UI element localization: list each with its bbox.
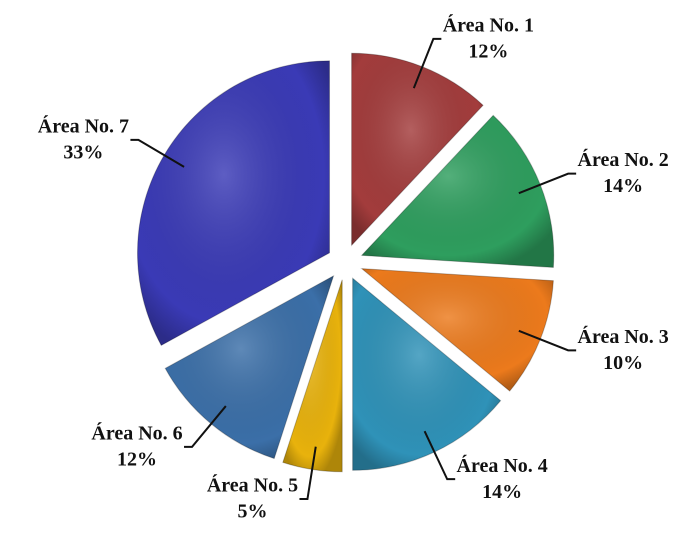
leader-line xyxy=(423,430,456,481)
slice-shade xyxy=(361,268,554,392)
slice-label: Área No. 4 xyxy=(457,454,548,477)
slice-shade xyxy=(352,278,501,471)
leader-line xyxy=(412,37,442,89)
slice-label: Área No. 7 xyxy=(38,114,129,137)
slice-value-label: 12% xyxy=(468,40,508,62)
leader-line xyxy=(184,405,227,448)
slice-value-label: 12% xyxy=(117,449,157,471)
leader-line xyxy=(518,329,577,352)
slice-shade xyxy=(361,115,554,268)
slice-shade xyxy=(137,60,330,346)
slice-label: Área No. 6 xyxy=(91,422,182,445)
slice-value-label: 14% xyxy=(603,175,643,197)
slice-value-label: 14% xyxy=(482,481,522,503)
slice-value-label: 5% xyxy=(237,501,267,523)
slice-shade xyxy=(282,279,343,472)
slice-shade xyxy=(165,275,334,459)
slice-label: Área No. 3 xyxy=(578,325,669,348)
slice-label: Área No. 2 xyxy=(578,148,669,171)
slice-value-label: 10% xyxy=(603,352,643,374)
leader-line xyxy=(130,138,185,168)
slice-label: Área No. 1 xyxy=(443,13,534,36)
slice-shade xyxy=(351,53,484,246)
slice-value-label: 33% xyxy=(63,141,103,163)
slice-label: Área No. 5 xyxy=(207,474,298,497)
leader-line xyxy=(518,172,577,195)
leader-line xyxy=(299,446,317,501)
